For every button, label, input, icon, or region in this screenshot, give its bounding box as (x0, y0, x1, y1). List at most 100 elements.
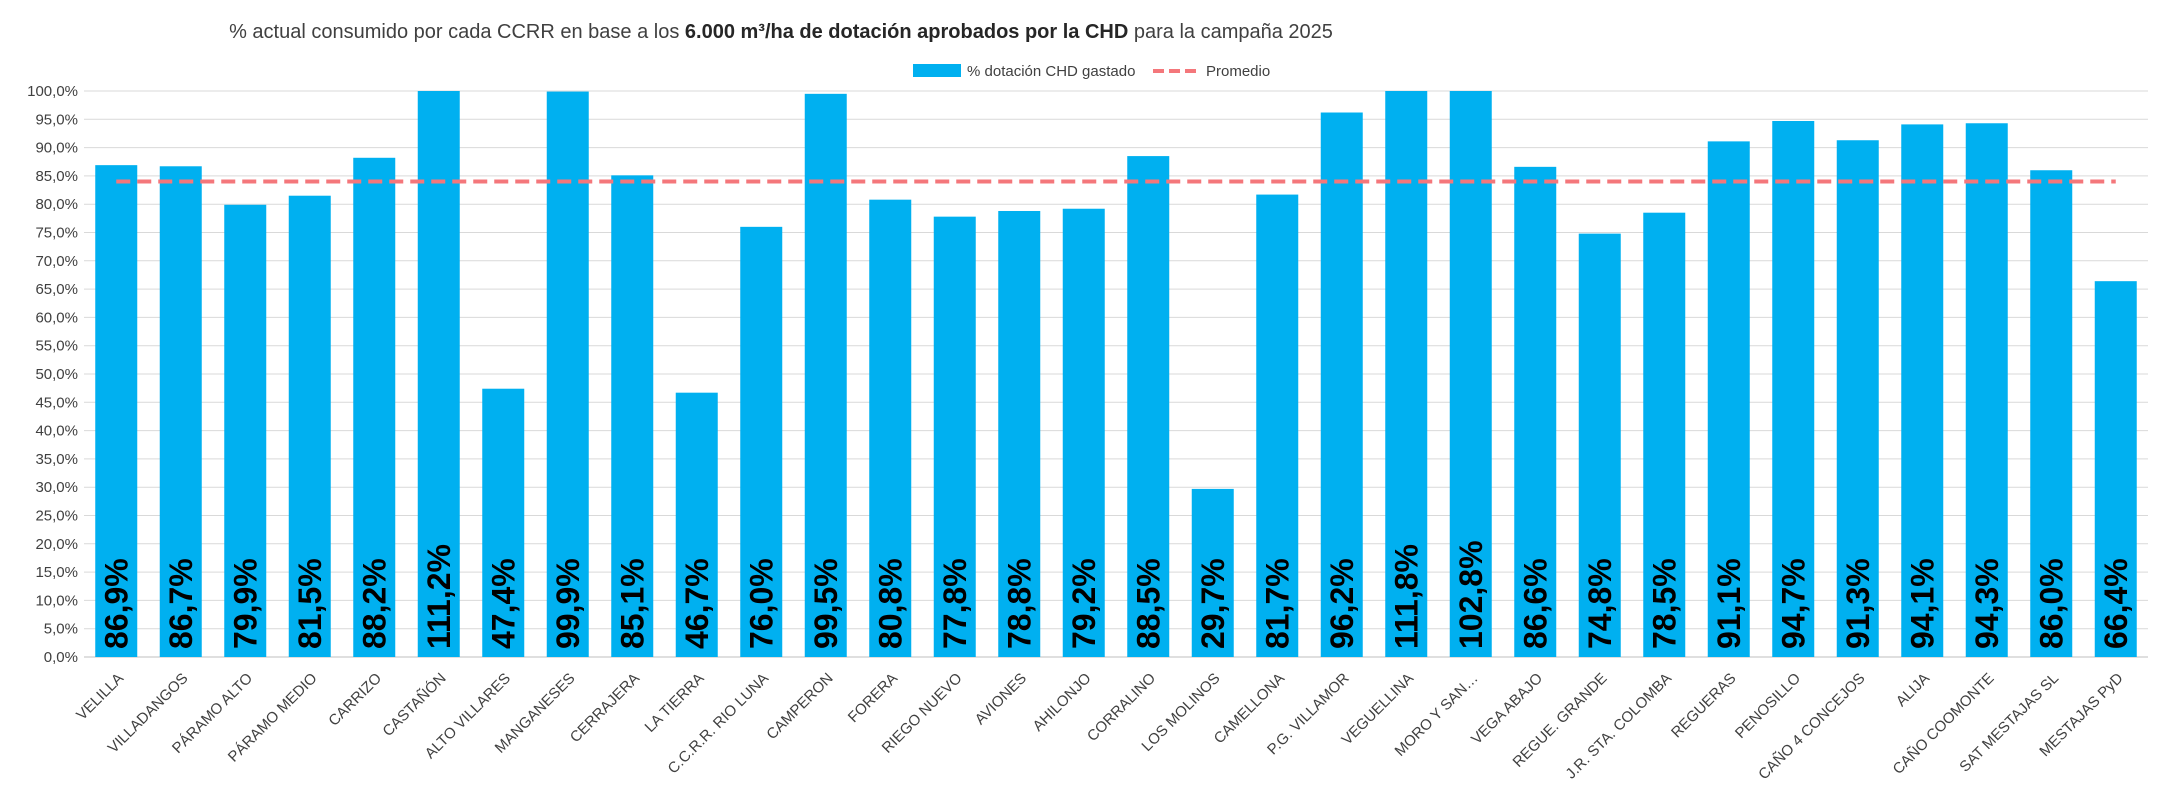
y-tick-label: 5,0% (44, 621, 78, 638)
bar (1965, 123, 2008, 657)
bar (869, 199, 912, 657)
y-tick-label: 95,0% (35, 111, 78, 128)
bar (1127, 156, 1170, 657)
y-tick-label: 35,0% (35, 451, 78, 468)
y-tick-label: 15,0% (35, 564, 78, 581)
chart-title-part-0: % actual consumido por cada CCRR en base… (229, 21, 685, 43)
data-label: 86,0% (2033, 558, 2069, 649)
x-tick-label: CASTAÑÓN (379, 670, 449, 740)
y-tick-label: 50,0% (35, 366, 78, 383)
y-tick-label: 10,0% (35, 592, 78, 609)
y-tick-label: 65,0% (35, 281, 78, 298)
x-tick-label: CAÑO 4 CONCEJOS (1755, 670, 1868, 783)
y-tick-label: 45,0% (35, 394, 78, 411)
chart-title-part-2: para la campaña 2025 (1128, 21, 1333, 43)
x-tick-label: AHILONJO (1030, 670, 1095, 735)
bar (1320, 112, 1363, 658)
y-tick-label: 25,0% (35, 508, 78, 525)
data-label: 74,8% (1582, 558, 1618, 649)
bar (998, 210, 1041, 657)
data-label: 86,9% (98, 558, 134, 649)
y-tick-label: 75,0% (35, 225, 78, 242)
bar (804, 93, 847, 657)
bar (2094, 281, 2137, 657)
y-axis-ticks: 0,0% 5,0% 10,0% 15,0% 20,0% 25,0% 30,0% 35,0% 40… (27, 83, 78, 666)
bar (1707, 141, 1750, 657)
data-label: 91,3% (1840, 558, 1876, 649)
bar (1385, 91, 1428, 657)
y-tick-label: 40,0% (35, 423, 78, 440)
x-tick-label: ALIJA (1893, 670, 1933, 710)
data-label: 96,2% (1324, 558, 1360, 649)
data-label: 77,8% (937, 558, 973, 649)
x-tick-label: CERRAJERA (567, 670, 643, 746)
x-tick-label: REGUERAS (1668, 670, 1740, 742)
data-label: 79,2% (1066, 558, 1102, 649)
bar (1772, 120, 1815, 658)
data-label: 85,1% (614, 558, 650, 649)
y-tick-label: 60,0% (35, 309, 78, 326)
legend-label-bars: % dotación CHD gastado (967, 63, 1135, 80)
bar (740, 226, 783, 657)
bar (1901, 124, 1944, 658)
data-label: 46,7% (679, 558, 715, 649)
data-label: 78,5% (1646, 558, 1682, 649)
y-tick-label: 85,0% (35, 168, 78, 185)
x-tick-label: AVIONES (972, 670, 1030, 728)
bar (1836, 140, 1879, 657)
bar (1449, 91, 1492, 657)
y-tick-label: 70,0% (35, 253, 78, 270)
bar (546, 91, 589, 658)
data-label: 94,3% (1969, 558, 2005, 649)
bar (611, 175, 654, 658)
bars (95, 91, 2137, 658)
y-tick-label: 100,0% (27, 83, 78, 100)
y-tick-label: 80,0% (35, 196, 78, 213)
data-label: 81,7% (1259, 558, 1295, 649)
data-label: 47,4% (485, 558, 521, 649)
y-tick-label: 90,0% (35, 140, 78, 157)
data-label: 78,8% (1001, 558, 1037, 649)
bar (933, 216, 976, 658)
data-label: 66,4% (2098, 558, 2134, 649)
bar (224, 204, 267, 658)
x-tick-label: J.R. STA. COLOMBA (1562, 670, 1675, 783)
x-tick-label: FORERA (845, 670, 901, 726)
data-label: 86,6% (1517, 558, 1553, 649)
chart-title-part-1: 6.000 m³/ha de dotación aprobados por la… (685, 21, 1128, 43)
x-tick-label: PENOSILLO (1732, 670, 1804, 742)
data-label: 88,5% (1130, 558, 1166, 649)
x-tick-label: LA TIERRA (642, 670, 708, 736)
chart-legend: % dotación CHD gastado Promedio (913, 63, 1270, 80)
y-tick-label: 30,0% (35, 479, 78, 496)
bar (417, 91, 460, 657)
x-tick-label: CARRIZO (325, 670, 385, 730)
bar (482, 388, 525, 657)
bar (288, 195, 331, 657)
bar (1643, 212, 1686, 657)
bar (1256, 194, 1299, 657)
bar (2030, 170, 2073, 658)
x-tick-label: CAMPERON (763, 670, 836, 743)
data-labels: 86,9% 86,7% 79,9% 81,5% 88,2% 111,2% 47,4% 99,9… (98, 540, 2134, 649)
legend-swatch-bars (913, 64, 961, 77)
data-label: 86,7% (163, 558, 199, 649)
data-label: 111,2% (421, 544, 457, 649)
legend-label-average: Promedio (1206, 63, 1270, 80)
data-label: 111,8% (1388, 544, 1424, 649)
data-label: 102,8% (1453, 540, 1489, 649)
y-tick-label: 20,0% (35, 536, 78, 553)
chart-title: % actual consumido por cada CCRR en base… (229, 21, 1333, 43)
bar (1514, 166, 1557, 657)
x-tick-label: VELILLA (73, 670, 127, 724)
y-tick-label: 55,0% (35, 338, 78, 355)
data-label: 91,1% (1711, 558, 1747, 649)
bar (1578, 233, 1621, 657)
bar (1062, 208, 1105, 657)
data-label: 81,5% (292, 558, 328, 649)
data-label: 80,8% (872, 558, 908, 649)
y-tick-label: 0,0% (44, 649, 78, 666)
bar (675, 392, 718, 657)
